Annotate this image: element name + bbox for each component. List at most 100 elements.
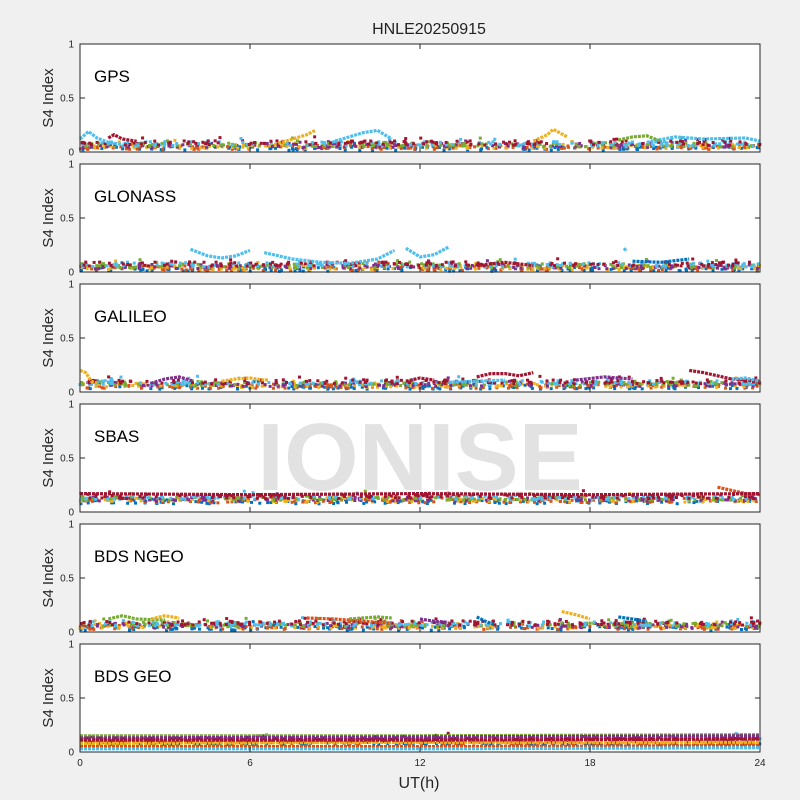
data-point (334, 385, 338, 389)
data-point (468, 501, 472, 505)
data-point (750, 265, 754, 269)
data-point (402, 263, 406, 267)
data-point (733, 384, 737, 388)
data-point (141, 267, 145, 271)
data-point (709, 263, 713, 267)
data-point (226, 625, 230, 629)
data-point (97, 142, 101, 146)
data-point (634, 144, 638, 148)
data-point (219, 386, 223, 390)
data-point (552, 140, 556, 144)
data-point (736, 261, 740, 265)
data-point (297, 145, 301, 149)
data-point (101, 382, 105, 386)
data-point (662, 626, 666, 630)
data-point (444, 260, 448, 264)
data-point (616, 379, 620, 383)
data-point (256, 261, 260, 265)
data-point (511, 143, 515, 147)
data-point (419, 382, 423, 386)
data-point (81, 146, 85, 150)
data-point (238, 622, 242, 626)
data-point (156, 143, 160, 147)
data-point (751, 497, 755, 501)
data-point (561, 383, 565, 387)
data-point (666, 260, 670, 264)
data-point (361, 267, 365, 271)
data-point (228, 619, 232, 623)
data-point (535, 264, 539, 268)
data-point (266, 626, 270, 630)
data-point (521, 499, 525, 503)
data-point (629, 499, 633, 503)
data-point (498, 622, 502, 626)
data-point (268, 262, 272, 266)
data-point (645, 623, 649, 627)
data-point (103, 498, 107, 502)
data-point (610, 384, 614, 388)
data-point (694, 143, 698, 147)
data-point (264, 378, 268, 382)
data-point (198, 146, 202, 150)
data-point (128, 496, 132, 500)
data-point (667, 381, 671, 385)
data-point (462, 494, 466, 498)
data-point (308, 143, 312, 147)
data-point (192, 262, 196, 266)
data-point (604, 141, 608, 145)
data-point (92, 144, 96, 148)
data-point (171, 627, 175, 631)
data-point (151, 620, 155, 624)
data-point (125, 497, 129, 501)
data-point (666, 623, 670, 627)
data-point (94, 494, 98, 498)
data-point (435, 495, 439, 499)
data-point (139, 499, 143, 503)
data-point (506, 620, 510, 624)
data-point (165, 139, 169, 143)
data-point (570, 141, 574, 145)
data-point (713, 494, 717, 498)
data-point (715, 620, 719, 624)
data-point (391, 499, 395, 503)
data-point (394, 494, 398, 498)
data-point (421, 385, 425, 389)
data-point (114, 262, 118, 266)
data-point (202, 497, 206, 501)
data-point (114, 385, 118, 389)
data-point (235, 264, 239, 268)
data-point (730, 384, 734, 388)
data-point (186, 269, 190, 273)
data-point (320, 140, 324, 144)
data-point (410, 380, 414, 384)
data-point (600, 141, 604, 145)
data-point (652, 269, 656, 273)
data-point (752, 499, 756, 503)
data-point (283, 383, 287, 387)
data-point (295, 385, 299, 389)
data-point (313, 497, 317, 501)
data-point (195, 146, 199, 150)
data-point (554, 381, 558, 385)
data-point (346, 386, 350, 390)
data-point (166, 620, 170, 624)
data-point (575, 387, 579, 391)
data-point (427, 384, 431, 388)
data-point (535, 268, 539, 272)
data-point (134, 496, 138, 500)
data-point (626, 385, 630, 389)
data-point (228, 384, 232, 388)
data-point (596, 262, 600, 266)
data-point (244, 384, 248, 388)
data-point (330, 383, 334, 387)
data-point (727, 622, 731, 626)
data-point (87, 381, 91, 385)
data-point (385, 146, 389, 150)
data-point (558, 380, 562, 384)
data-point (671, 376, 675, 380)
data-point (348, 620, 352, 624)
data-point (724, 382, 728, 386)
y-tick-label: 0 (68, 268, 74, 279)
data-point (346, 141, 350, 145)
